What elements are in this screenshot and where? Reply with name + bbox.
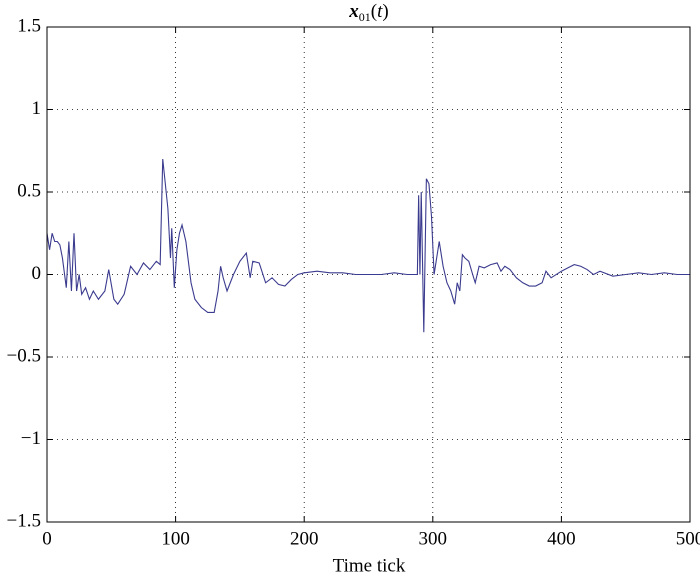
y-tick-label: −1.5 bbox=[7, 510, 41, 531]
chart-title: x01(t) bbox=[348, 1, 388, 23]
y-tick-label: 1.5 bbox=[17, 15, 41, 36]
line-series bbox=[46, 158, 690, 333]
x-tick-label: 500 bbox=[676, 528, 700, 549]
title-open: ( bbox=[371, 1, 377, 22]
x-tick-label: 300 bbox=[419, 528, 448, 549]
title-subscript: 01 bbox=[359, 10, 371, 24]
y-tick-label: 0 bbox=[32, 263, 42, 284]
title-arg: t bbox=[377, 1, 383, 22]
plot-frame bbox=[46, 26, 691, 523]
y-tick-label: 0.5 bbox=[17, 180, 41, 201]
x-tick-label: 100 bbox=[161, 528, 190, 549]
title-base: x bbox=[348, 1, 359, 22]
title-close: ) bbox=[382, 1, 388, 22]
y-tick-label: 1 bbox=[32, 98, 42, 119]
y-tick-label: −0.5 bbox=[7, 345, 41, 366]
x-tick-label: 200 bbox=[290, 528, 319, 549]
x-tick-label: 400 bbox=[547, 528, 576, 549]
x-tick-label: 0 bbox=[42, 528, 52, 549]
y-tick-label: −1 bbox=[21, 428, 41, 449]
x-axis-label: Time tick bbox=[333, 555, 406, 576]
